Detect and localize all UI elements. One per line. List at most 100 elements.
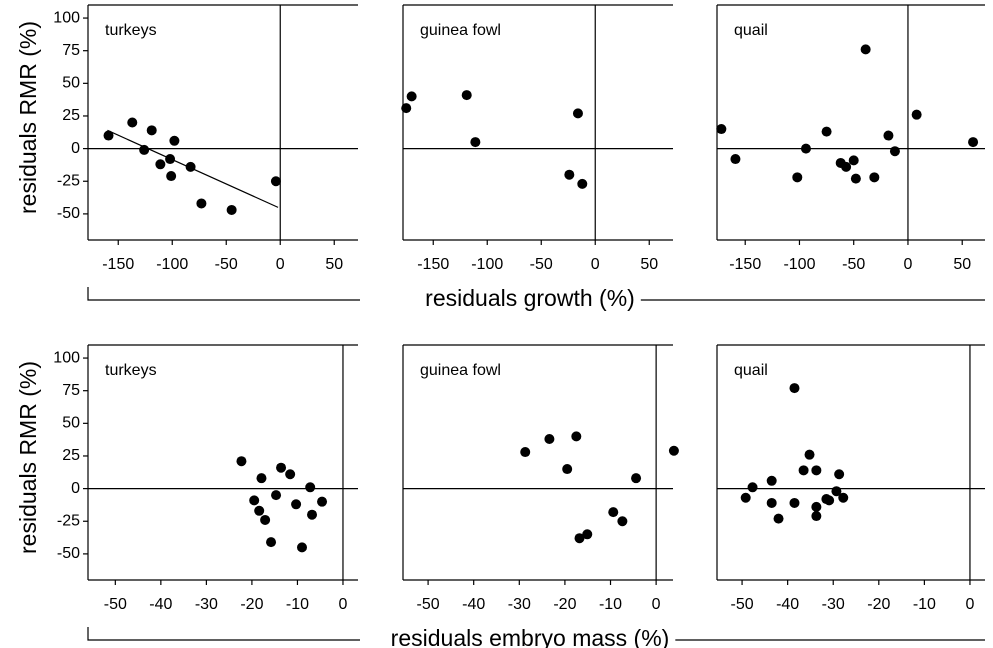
- point: [307, 509, 318, 520]
- point: [127, 117, 138, 128]
- point: [276, 462, 287, 473]
- point: [155, 159, 166, 170]
- point: [831, 486, 842, 497]
- point: [860, 44, 871, 55]
- point: [249, 495, 260, 506]
- point: [811, 511, 822, 522]
- y-tick-label: -50: [57, 545, 80, 562]
- point: [291, 499, 302, 510]
- x-tick-label: -10: [286, 596, 309, 613]
- point: [617, 516, 628, 527]
- point: [608, 507, 619, 518]
- point: [520, 447, 531, 458]
- point: [668, 445, 679, 456]
- point: [185, 161, 196, 172]
- point: [747, 482, 758, 493]
- point: [838, 492, 849, 503]
- point: [968, 137, 979, 148]
- x-tick-label: -20: [553, 596, 576, 613]
- x-tick-label: -50: [530, 256, 553, 273]
- point: [305, 482, 316, 493]
- y-tick-label: 25: [62, 447, 80, 464]
- y-tick-label: 100: [53, 9, 80, 26]
- y-tick-label: -25: [57, 512, 80, 529]
- point: [406, 91, 417, 102]
- x-axis-label: residuals growth (%): [425, 285, 635, 311]
- axis-bracket: [87, 627, 360, 641]
- y-tick-label: -50: [57, 205, 80, 222]
- x-tick-label: -40: [149, 596, 172, 613]
- point: [139, 144, 150, 155]
- point: [798, 465, 809, 476]
- point: [789, 383, 800, 394]
- point: [883, 130, 894, 141]
- x-tick-label: 50: [640, 256, 658, 273]
- point: [254, 505, 265, 516]
- point: [773, 513, 784, 524]
- x-tick-label: -30: [508, 596, 531, 613]
- point: [911, 109, 922, 120]
- panel-title: guinea fowl: [420, 22, 501, 39]
- x-tick-label: -100: [471, 256, 503, 273]
- x-tick-label: -50: [417, 596, 440, 613]
- point: [889, 146, 900, 157]
- x-tick-label: -50: [104, 596, 127, 613]
- point: [571, 431, 582, 442]
- x-tick-label: 0: [652, 596, 661, 613]
- point: [226, 204, 237, 215]
- x-tick-label: -50: [842, 256, 865, 273]
- point: [848, 155, 859, 166]
- point: [256, 473, 267, 484]
- point: [285, 469, 296, 480]
- x-tick-label: -50: [731, 596, 754, 613]
- point: [544, 434, 555, 444]
- point: [574, 533, 585, 544]
- panel-title: guinea fowl: [420, 362, 501, 379]
- x-tick-label: -40: [776, 596, 799, 613]
- panel-title: turkeys: [105, 22, 157, 39]
- x-tick-label: -20: [240, 596, 263, 613]
- point: [236, 456, 247, 467]
- point: [811, 465, 822, 476]
- point: [577, 178, 588, 189]
- panel-title: turkeys: [105, 362, 157, 379]
- x-tick-label: -20: [867, 596, 890, 613]
- x-tick-label: -150: [102, 256, 134, 273]
- point: [296, 542, 307, 553]
- point: [270, 176, 281, 187]
- x-tick-label: -150: [417, 256, 449, 273]
- point: [804, 449, 815, 460]
- point: [834, 469, 845, 480]
- point: [766, 475, 777, 486]
- x-tick-label: 50: [953, 256, 971, 273]
- point: [461, 90, 472, 101]
- axis-bracket: [87, 287, 360, 301]
- point: [766, 497, 777, 508]
- point: [740, 492, 751, 503]
- y-tick-label: 0: [71, 480, 80, 497]
- point: [730, 154, 741, 165]
- x-tick-label: -100: [156, 256, 188, 273]
- y-tick-label: 100: [53, 349, 80, 366]
- point: [562, 464, 573, 475]
- point: [271, 490, 282, 501]
- panel-title: quail: [734, 362, 768, 379]
- point: [792, 172, 803, 183]
- point: [166, 171, 177, 182]
- y-tick-label: 50: [62, 75, 80, 92]
- x-tick-label: 50: [325, 256, 343, 273]
- y-axis-label: residuals RMR (%): [15, 361, 41, 554]
- point: [869, 172, 880, 183]
- point: [716, 124, 727, 135]
- point: [470, 137, 481, 148]
- x-tick-label: -40: [462, 596, 485, 613]
- point: [821, 126, 832, 137]
- point: [631, 473, 642, 484]
- point: [824, 495, 835, 506]
- x-tick-label: 0: [276, 256, 285, 273]
- point: [582, 529, 593, 540]
- point: [850, 173, 861, 184]
- y-tick-label: 0: [71, 140, 80, 157]
- x-tick-label: -10: [913, 596, 936, 613]
